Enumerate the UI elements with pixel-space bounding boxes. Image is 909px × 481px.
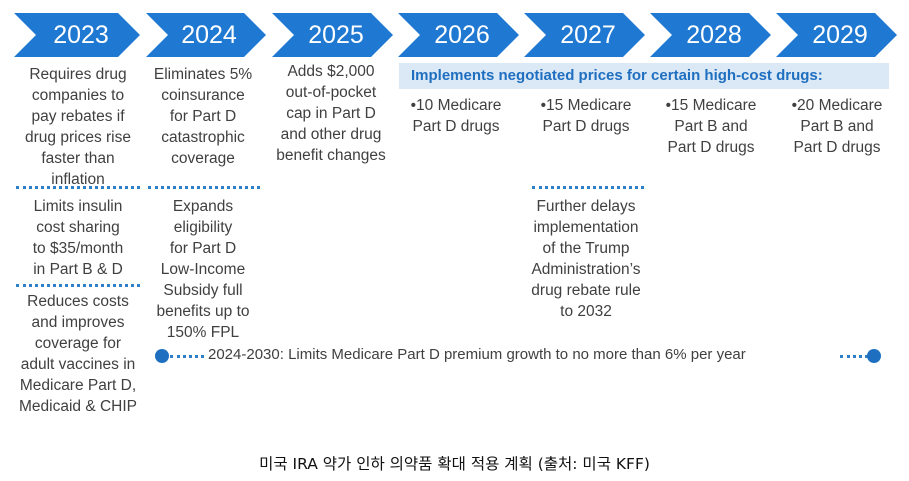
- col-2028-item-1: •15 Medicare Part B and Part D drugs: [665, 97, 757, 156]
- col-2026-item-1: •10 Medicare Part D drugs: [410, 97, 502, 135]
- year-label-2023: 2023: [53, 21, 109, 49]
- year-label-2027: 2027: [560, 21, 616, 49]
- range-end-dot: [867, 349, 881, 363]
- col-2027-item-2: Further delays implementation of the Tru…: [531, 198, 641, 320]
- divider-2023-a: [16, 186, 140, 189]
- figure-caption: 미국 IRA 약가 인하 의약품 확대 적용 계획 (출처: 미국 KFF): [259, 455, 650, 473]
- year-label-2029: 2029: [812, 21, 868, 49]
- year-label-2024: 2024: [181, 21, 237, 49]
- range-line-right: [840, 355, 868, 358]
- col-2023-item-3: Reduces costs and improves coverage for …: [18, 293, 137, 415]
- divider-2023-b: [16, 284, 140, 287]
- col-2025-item-1: Adds $2,000 out-of-pocket cap in Part D …: [276, 63, 386, 164]
- year-label-2025: 2025: [308, 21, 364, 49]
- range-line-left: [170, 355, 204, 358]
- col-2023-item-2: Limits insulin cost sharing to $35/month…: [32, 198, 124, 278]
- col-2023-item-1: Requires drug companies to pay rebates i…: [25, 66, 131, 188]
- negotiated-prices-banner: Implements negotiated prices for certain…: [399, 63, 889, 89]
- chevron-2028: [650, 13, 771, 57]
- year-label-2028: 2028: [686, 21, 742, 49]
- chevron-2027: [524, 13, 645, 57]
- chevron-2024: [146, 13, 266, 57]
- chevron-2026: [398, 13, 519, 57]
- chevron-2023: [14, 13, 140, 57]
- chevron-2025: [272, 13, 393, 57]
- divider-2024: [148, 186, 260, 189]
- col-2029-item-1: •20 Medicare Part B and Part D drugs: [791, 97, 883, 156]
- divider-2027: [532, 186, 644, 189]
- year-label-2026: 2026: [434, 21, 490, 49]
- timeline-chevrons: [14, 13, 897, 57]
- col-2027-item-1: •15 Medicare Part D drugs: [540, 97, 632, 135]
- col-2024-item-2: Expands eligibility for Part D Low-Incom…: [156, 198, 250, 341]
- col-2024-item-1: Eliminates 5% coinsurance for Part D cat…: [153, 66, 253, 167]
- range-start-dot: [155, 349, 169, 363]
- chevron-2029: [776, 13, 897, 57]
- premium-growth-range-text: 2024-2030: Limits Medicare Part D premiu…: [208, 346, 746, 363]
